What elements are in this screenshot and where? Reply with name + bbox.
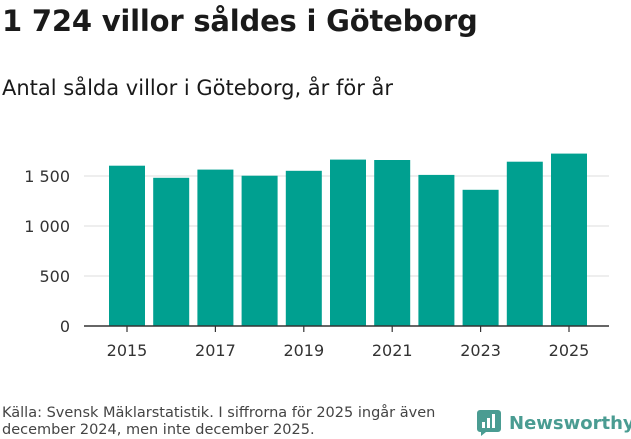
bar-2021 [374,160,411,326]
bar-2017 [197,169,234,326]
bar-2015 [109,165,145,326]
newsworthy-logo-icon [477,410,501,436]
x-tick-label: 2021 [372,341,413,360]
x-tick-label: 2025 [549,341,590,360]
bar-2022 [418,174,455,326]
y-tick-label: 1 000 [24,217,70,236]
bar-2019 [285,170,322,326]
bar-2023 [462,189,499,326]
bar-chart: 0 500 1 000 1 500 2015 2017 2019 2021 2023 2025 [24,153,609,360]
source-note: Källa: Svensk Mäklarstatistik. I siffror… [2,405,436,438]
x-tick-label: 2023 [460,341,501,360]
bar-2018 [241,175,278,326]
bar-2024 [506,161,543,326]
chart-title: Antal sålda villor i Göteborg, år för år [2,76,394,100]
bar-2016 [153,177,190,326]
bars [109,153,587,326]
y-tick-label: 500 [39,267,70,286]
y-axis-ticks: 0 500 1 000 1 500 [24,167,70,336]
headline: 1 724 villor såldes i Göteborg [2,4,478,38]
y-tick-label: 1 500 [24,167,70,186]
x-tick-label: 2019 [283,341,324,360]
brand-logo: Newsworthy [476,408,631,438]
bar-2025 [551,153,587,326]
y-tick-label: 0 [60,317,70,336]
bar-2020 [330,159,366,326]
x-tick-label: 2017 [195,341,236,360]
x-tick-label: 2015 [107,341,148,360]
x-axis-ticks: 2015 2017 2019 2021 2023 2025 [107,326,590,360]
brand-name: Newsworthy [509,412,631,434]
